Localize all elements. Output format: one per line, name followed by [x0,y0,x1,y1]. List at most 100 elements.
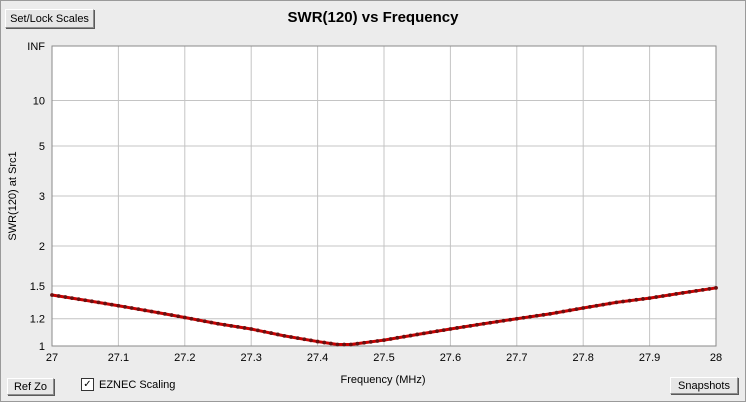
series-marker [660,294,665,298]
series-marker [654,295,659,299]
series-marker [202,319,207,324]
x-tick-label: 27.5 [373,352,394,364]
series-marker [83,298,88,303]
series-swr [50,286,718,347]
snapshots-button[interactable]: Snapshots [670,377,738,394]
series-line [50,286,718,347]
set-lock-scales-button[interactable]: Set/Lock Scales [5,9,94,28]
series-marker [501,318,506,323]
series-marker [216,321,220,326]
ref-zo-button[interactable]: Ref Zo [7,378,54,395]
series-marker [382,338,386,343]
series-marker [408,333,413,338]
series-marker [196,318,200,322]
series-marker [63,295,68,299]
series-marker [448,327,453,331]
y-tick-label: 10 [33,96,45,108]
series-marker [262,329,267,334]
series-marker [402,334,406,339]
series-marker [322,340,327,345]
series-marker [342,342,347,347]
series-marker [176,314,181,319]
series-marker [209,320,214,325]
x-tick-label: 27.4 [307,352,328,364]
series-marker [169,313,174,317]
series-marker [714,286,718,290]
series-marker [601,302,606,307]
y-tick-label: 1.5 [30,281,45,293]
series-marker [634,297,639,302]
series-marker [587,304,592,309]
series-marker [468,323,473,328]
series-marker [548,311,552,316]
series-marker [156,310,161,315]
series-marker [707,287,712,291]
series-marker [674,292,679,296]
series-marker [362,340,366,345]
series-marker [541,312,546,317]
series-marker [554,310,559,315]
eznec-scaling-label: EZNEC Scaling [99,378,176,391]
series-marker [521,315,526,320]
series-marker [415,332,420,337]
series-marker [242,326,247,330]
y-tick-label: INF [27,41,45,53]
series-marker [50,293,54,297]
series-marker [309,338,313,343]
series-marker [481,321,486,326]
series-marker [255,328,260,333]
series-marker [528,314,532,319]
series-marker [455,326,459,330]
y-tick-label: 1.2 [30,314,45,326]
series-marker [129,306,134,310]
series-marker [123,304,127,309]
series-marker [627,298,632,303]
x-tick-label: 27.1 [108,352,129,364]
x-tick-label: 28 [710,352,722,364]
series-marker [508,317,513,322]
series-marker [621,299,625,304]
series-marker [687,290,692,294]
series-marker [96,300,101,305]
series-marker [488,320,493,325]
series-marker [89,299,94,304]
series-marker [641,297,645,301]
series-marker [475,322,479,327]
series-marker [441,328,446,332]
series-marker [103,301,108,306]
series-marker [355,341,360,346]
y-tick-label: 1 [39,341,45,353]
series-marker [614,300,619,305]
x-axis-label: Frequency (MHz) [340,374,426,386]
y-tick-label: 2 [39,241,45,253]
series-marker [368,339,373,344]
x-tick-label: 27.9 [639,352,660,364]
series-marker [581,306,586,310]
series-marker [328,341,333,346]
series-marker [56,294,61,298]
series-marker [534,313,539,318]
series-marker [335,342,340,347]
series-marker [395,335,400,340]
series-marker [514,316,519,321]
series-marker [189,316,194,321]
x-tick-label: 27.6 [440,352,461,364]
series-marker [461,324,466,329]
series-marker [435,329,440,334]
series-marker [222,322,227,327]
series-marker [269,331,274,335]
series-marker [249,327,254,331]
y-tick-labels: 1 1.2 1.5 2 3 5 10 INF [27,41,45,353]
eznec-scaling-toggle[interactable]: ✓ EZNEC Scaling [81,378,175,391]
eznec-scaling-checkbox[interactable]: ✓ [81,378,94,391]
series-marker [700,288,705,292]
series-marker [421,331,426,336]
series-marker [70,296,74,301]
series-marker [76,297,81,302]
series-marker [282,333,287,338]
series-marker [149,309,154,314]
series-marker [236,324,240,329]
series-marker [574,307,579,312]
series-marker [348,342,353,347]
series-marker [162,311,167,316]
